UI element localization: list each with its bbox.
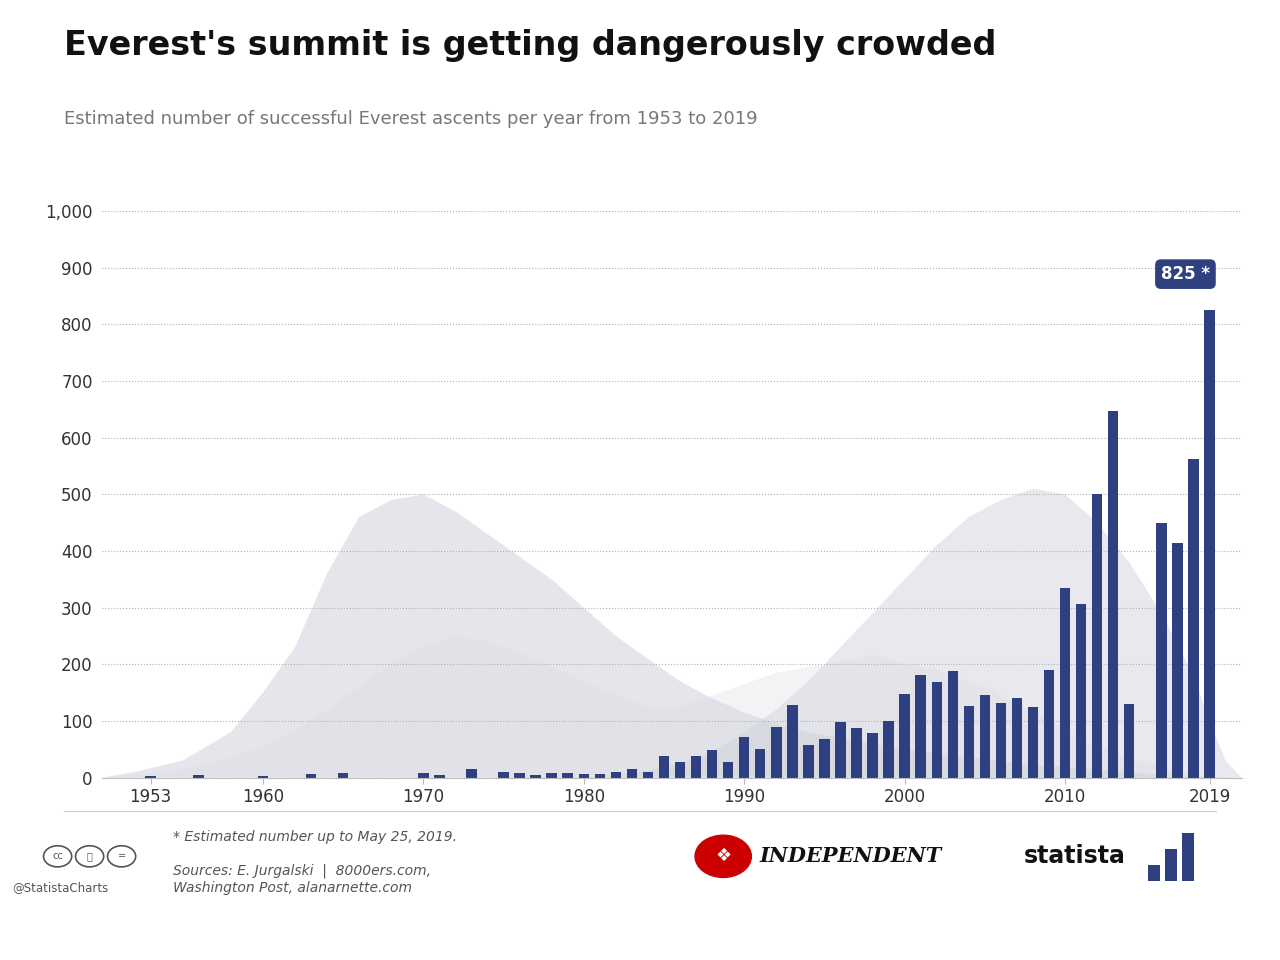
- Bar: [851, 729, 861, 778]
- Polygon shape: [102, 494, 1242, 778]
- Bar: [611, 772, 621, 778]
- Bar: [193, 776, 204, 778]
- Bar: [595, 774, 605, 778]
- Text: statista: statista: [1024, 845, 1126, 868]
- Bar: [530, 776, 541, 778]
- Bar: [771, 727, 782, 778]
- Bar: [306, 774, 316, 778]
- Bar: [900, 694, 910, 778]
- Bar: [979, 695, 991, 778]
- Bar: [1028, 707, 1038, 778]
- Text: Sources: E. Jurgalski  |  8000ers.com,
Washington Post, alanarnette.com: Sources: E. Jurgalski | 8000ers.com, Was…: [173, 864, 431, 895]
- Bar: [257, 777, 268, 778]
- Bar: [1156, 522, 1166, 778]
- Bar: [466, 769, 476, 778]
- Bar: [1011, 698, 1023, 778]
- Text: 825 *: 825 *: [1161, 265, 1210, 283]
- Bar: [787, 705, 797, 778]
- Bar: [146, 777, 156, 778]
- Bar: [562, 773, 573, 778]
- Bar: [579, 774, 589, 778]
- Bar: [1060, 588, 1070, 778]
- Bar: [996, 703, 1006, 778]
- Text: ❖: ❖: [716, 848, 731, 865]
- Bar: [1108, 411, 1119, 778]
- Bar: [1188, 459, 1198, 778]
- Polygon shape: [584, 489, 1242, 778]
- Bar: [915, 675, 925, 778]
- Bar: [675, 761, 685, 778]
- Bar: [883, 721, 893, 778]
- Text: INDEPENDENT: INDEPENDENT: [759, 847, 941, 866]
- Text: Estimated number of successful Everest ascents per year from 1953 to 2019: Estimated number of successful Everest a…: [64, 110, 758, 129]
- Bar: [338, 773, 348, 778]
- Bar: [1076, 604, 1087, 778]
- Text: @StatistaCharts: @StatistaCharts: [12, 881, 109, 895]
- Bar: [707, 751, 717, 778]
- Bar: [498, 772, 508, 778]
- Polygon shape: [102, 636, 1242, 778]
- Bar: [755, 749, 765, 778]
- Bar: [819, 739, 829, 778]
- Bar: [691, 756, 701, 778]
- Bar: [1165, 850, 1178, 881]
- Bar: [836, 722, 846, 778]
- Bar: [932, 683, 942, 778]
- Text: ⓘ: ⓘ: [87, 852, 92, 861]
- Bar: [739, 737, 749, 778]
- Bar: [627, 769, 637, 778]
- Bar: [1148, 865, 1160, 881]
- Bar: [434, 776, 444, 778]
- Bar: [419, 773, 429, 778]
- Bar: [1172, 542, 1183, 778]
- Bar: [868, 733, 878, 778]
- Bar: [659, 756, 669, 778]
- Text: =: =: [118, 852, 125, 861]
- Bar: [947, 670, 957, 778]
- Text: * Estimated number up to May 25, 2019.: * Estimated number up to May 25, 2019.: [173, 830, 457, 845]
- Bar: [964, 706, 974, 778]
- Text: Everest's summit is getting dangerously crowded: Everest's summit is getting dangerously …: [64, 29, 996, 61]
- Bar: [643, 772, 653, 778]
- Bar: [1092, 494, 1102, 778]
- Bar: [1124, 704, 1134, 778]
- Bar: [1183, 833, 1194, 881]
- Bar: [723, 761, 733, 778]
- Text: cc: cc: [52, 852, 63, 861]
- Bar: [1044, 670, 1055, 778]
- Bar: [515, 773, 525, 778]
- Bar: [547, 773, 557, 778]
- Bar: [803, 745, 814, 778]
- Bar: [1204, 310, 1215, 778]
